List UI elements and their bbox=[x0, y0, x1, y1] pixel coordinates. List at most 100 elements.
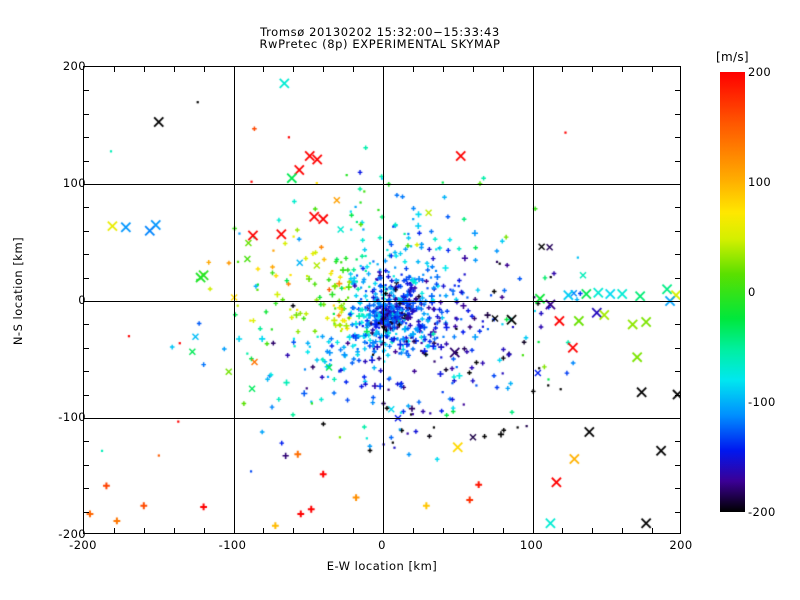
x-tick bbox=[413, 528, 414, 533]
colorbar-tick-label: 200 bbox=[748, 65, 772, 79]
y-tick bbox=[675, 441, 680, 442]
y-tick bbox=[84, 231, 89, 232]
y-tick bbox=[84, 512, 89, 513]
y-tick bbox=[84, 418, 93, 419]
y-tick bbox=[675, 114, 680, 115]
y-tick bbox=[84, 488, 89, 489]
y-tick bbox=[675, 371, 680, 372]
colorbar-tick-label: 100 bbox=[748, 175, 772, 189]
x-tick bbox=[323, 67, 324, 72]
x-tick bbox=[592, 528, 593, 533]
y-tick bbox=[675, 278, 680, 279]
gridline-vertical bbox=[234, 67, 235, 533]
y-tick bbox=[675, 90, 680, 91]
gridline-horizontal bbox=[84, 418, 680, 419]
x-tick bbox=[473, 528, 474, 533]
x-tick bbox=[323, 528, 324, 533]
colorbar-tick-label: -200 bbox=[748, 505, 776, 519]
colorbar-gradient bbox=[720, 72, 745, 512]
y-tick bbox=[84, 137, 89, 138]
x-tick bbox=[413, 67, 414, 72]
y-tick-label: 200 bbox=[62, 59, 86, 73]
y-tick bbox=[671, 184, 680, 185]
y-tick-label: -200 bbox=[58, 527, 86, 541]
x-tick bbox=[652, 67, 653, 72]
y-tick bbox=[675, 488, 680, 489]
y-tick bbox=[675, 207, 680, 208]
x-tick bbox=[533, 524, 534, 533]
y-tick bbox=[84, 207, 89, 208]
y-tick-label: 0 bbox=[78, 293, 86, 307]
x-tick bbox=[263, 67, 264, 72]
colorbar-unit-label: [m/s] bbox=[716, 50, 749, 64]
gridline-vertical bbox=[383, 67, 384, 533]
y-tick bbox=[84, 301, 93, 302]
x-tick bbox=[204, 528, 205, 533]
x-tick bbox=[353, 528, 354, 533]
x-tick bbox=[174, 67, 175, 72]
x-tick bbox=[114, 67, 115, 72]
y-tick bbox=[675, 512, 680, 513]
y-tick bbox=[675, 324, 680, 325]
y-tick bbox=[675, 395, 680, 396]
x-tick bbox=[443, 528, 444, 533]
x-tick bbox=[562, 528, 563, 533]
y-tick bbox=[675, 465, 680, 466]
y-tick bbox=[675, 161, 680, 162]
gridline-vertical bbox=[533, 67, 534, 533]
title-line-1: Tromsø 20130202 15:32:00−15:33:43 bbox=[260, 25, 500, 39]
y-tick bbox=[84, 90, 89, 91]
x-tick bbox=[533, 67, 534, 76]
y-tick bbox=[671, 301, 680, 302]
y-tick bbox=[671, 418, 680, 419]
x-tick bbox=[144, 528, 145, 533]
y-tick-label: 100 bbox=[62, 176, 86, 190]
x-tick-label: 0 bbox=[378, 538, 386, 552]
colorbar-tick-label: 0 bbox=[748, 285, 756, 299]
x-tick bbox=[503, 528, 504, 533]
x-tick bbox=[592, 67, 593, 72]
x-tick bbox=[144, 67, 145, 72]
plot-inner bbox=[84, 67, 680, 533]
scatter-points-canvas bbox=[84, 67, 680, 533]
y-tick bbox=[84, 395, 89, 396]
x-tick bbox=[383, 524, 384, 533]
x-tick bbox=[234, 67, 235, 76]
x-tick bbox=[383, 67, 384, 76]
y-tick bbox=[84, 278, 89, 279]
plot-area bbox=[83, 66, 681, 534]
gridline-horizontal bbox=[84, 301, 680, 302]
x-tick-label: 100 bbox=[519, 538, 544, 552]
x-tick bbox=[204, 67, 205, 72]
y-tick bbox=[84, 465, 89, 466]
x-tick bbox=[622, 528, 623, 533]
x-tick bbox=[293, 67, 294, 72]
title-line-2: RwPretec (8p) EXPERIMENTAL SKYMAP bbox=[259, 37, 501, 51]
y-tick bbox=[84, 324, 89, 325]
x-tick bbox=[443, 67, 444, 72]
x-tick bbox=[503, 67, 504, 72]
y-tick bbox=[675, 254, 680, 255]
x-tick-label: 200 bbox=[669, 538, 693, 552]
y-tick bbox=[84, 114, 89, 115]
x-tick bbox=[473, 67, 474, 72]
y-tick bbox=[675, 231, 680, 232]
x-tick bbox=[263, 528, 264, 533]
y-tick bbox=[675, 137, 680, 138]
x-axis-title: E-W location [km] bbox=[326, 559, 438, 573]
y-tick bbox=[675, 348, 680, 349]
x-tick bbox=[652, 528, 653, 533]
x-tick bbox=[293, 528, 294, 533]
colorbar-tick-label: -100 bbox=[748, 395, 776, 409]
x-tick bbox=[174, 528, 175, 533]
x-tick-label: -100 bbox=[218, 538, 247, 552]
y-axis-title: N-S location [km] bbox=[11, 236, 25, 346]
gridline-horizontal bbox=[84, 184, 680, 185]
y-tick bbox=[84, 441, 89, 442]
figure-title: Tromsø 20130202 15:32:00−15:33:43 RwPret… bbox=[0, 26, 760, 50]
x-tick bbox=[622, 67, 623, 72]
y-tick-label: -100 bbox=[58, 410, 86, 424]
x-tick-label: -200 bbox=[69, 538, 97, 552]
y-tick bbox=[84, 184, 93, 185]
